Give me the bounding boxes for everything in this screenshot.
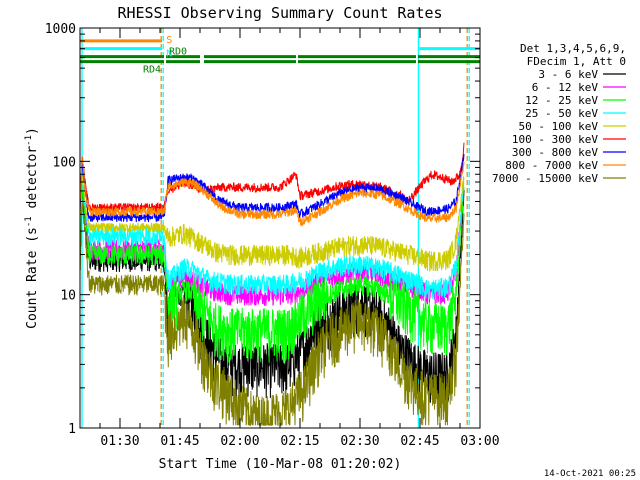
flag-label-n: N <box>166 49 172 60</box>
x-axis-ticks: 01:30 01:45 02:00 02:15 02:30 02:45 03:00 <box>79 28 500 449</box>
y-axis-ticks: 1 10 100 1000 <box>45 22 480 437</box>
series-4-line <box>80 175 465 300</box>
y-axis-label-mid: detector <box>25 146 40 217</box>
series-7-line <box>80 154 465 223</box>
y-axis-label-sup2: -1 <box>24 135 34 146</box>
series-lines <box>80 142 465 426</box>
x-tick-label: 01:30 <box>100 434 139 449</box>
y-axis-label-main: Count Rate (s <box>25 227 40 329</box>
y-tick-label: 1000 <box>45 22 76 37</box>
y-axis-label-end: ) <box>25 127 40 135</box>
legend-label: 50 - 100 keV <box>519 120 599 133</box>
x-tick-label: 02:30 <box>340 434 379 449</box>
y-tick-label: 100 <box>53 155 76 170</box>
legend-label: 7000 - 15000 keV <box>492 172 598 185</box>
x-tick-label: 02:00 <box>220 434 259 449</box>
x-tick-label: 02:15 <box>280 434 319 449</box>
flag-label-s: S <box>166 35 172 46</box>
series-3-line <box>80 185 465 364</box>
y-axis-label-sup1: -1 <box>24 216 34 227</box>
legend-label: 100 - 300 keV <box>512 133 598 146</box>
series-5-line <box>80 175 465 273</box>
x-axis-label: Start Time (10-Mar-08 01:20:02) <box>159 457 402 472</box>
x-tick-label: 01:45 <box>160 434 199 449</box>
instrument-flag-lines <box>80 39 480 64</box>
plot-area: 01:30 01:45 02:00 02:15 02:30 02:45 03:00 1101… <box>45 22 500 449</box>
legend-header-line-1: Det 1,3,4,5,6,9, <box>520 42 626 55</box>
flag-label-rd0: RD0 <box>169 47 187 58</box>
legend-label: 3 - 6 keV <box>538 68 598 81</box>
legend-label: 6 - 12 keV <box>532 81 599 94</box>
legend-label: 800 - 7000 keV <box>505 159 598 172</box>
legend-label: 300 - 800 keV <box>512 146 598 159</box>
flag-label-rd4: RD4 <box>143 65 161 76</box>
x-tick-label: 03:00 <box>460 434 499 449</box>
y-tick-label: 10 <box>60 289 76 304</box>
series-8-line <box>80 156 465 227</box>
legend-label: 12 - 25 keV <box>525 94 598 107</box>
footer-timestamp: 14-Oct-2021 00:25 <box>544 469 636 479</box>
y-axis-label: Count Rate (s-1 detector-1) <box>24 127 40 329</box>
y-tick-label: 1 <box>68 422 76 437</box>
legend-label: 25 - 50 keV <box>525 107 598 120</box>
series-9-line <box>80 203 465 426</box>
x-tick-label: 02:45 <box>400 434 439 449</box>
legend: Det 1,3,4,5,6,9, FDecim 1, Att 0 3 - 6 k… <box>492 42 626 185</box>
legend-header-line-2: FDecim 1, Att 0 <box>527 55 626 68</box>
chart-title: RHESSI Observing Summary Count Rates <box>117 4 442 22</box>
